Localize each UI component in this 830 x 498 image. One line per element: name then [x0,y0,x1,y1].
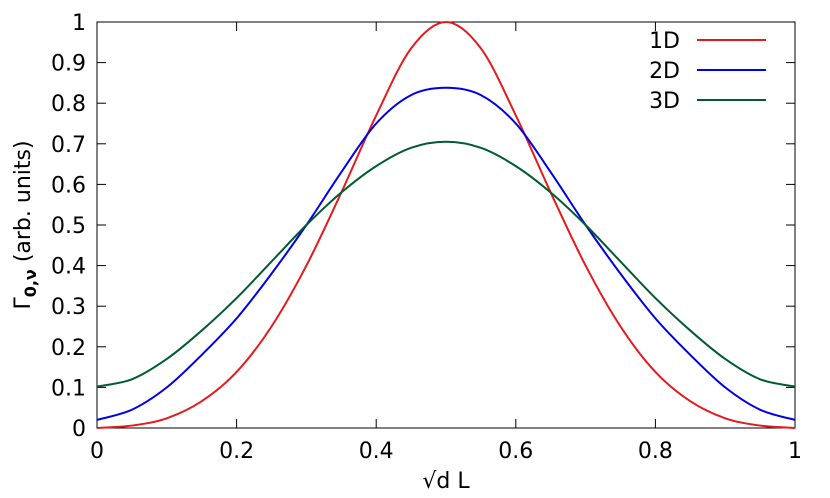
series-lines [96,21,796,429]
y-tick-label: 0.3 [51,295,86,320]
legend-label-2d: 2D [649,59,680,84]
y-tick-label: 0.9 [51,52,86,77]
y-tick-label: 0.1 [51,376,86,401]
plot-frame [96,21,796,429]
y-tick-label: 0.5 [51,214,86,239]
y-tick-label: 0.2 [51,336,86,361]
y-tick-label: 0 [72,417,86,442]
x-tick-labels: 0 0.2 0.4 0.6 0.8 1 [90,439,802,464]
x-tick-label: 0.2 [219,439,254,464]
x-axis-label: √d L [422,469,470,494]
x-tick-label: 1 [788,439,802,464]
y-tick-label: 0.8 [51,92,86,117]
series-line-3d [96,140,796,388]
y-axis-label-subscript: 0,ν [21,269,40,297]
y-axis-label-gamma: Γ [11,297,36,310]
x-tick-label: 0.8 [638,439,673,464]
y-axis-label-suffix: (arb. units) [11,140,36,269]
series-line-2d [96,86,796,421]
y-tick-label: 0.6 [51,173,86,198]
y-axis-label: Γ0,ν (arb. units) [11,140,40,309]
legend-label-1d: 1D [649,29,680,54]
y-tick-label: 0.4 [51,255,86,280]
x-tick-label: 0 [90,439,104,464]
x-tick-label: 0.4 [359,439,394,464]
y-tick-label: 0.7 [51,133,86,158]
y-tick-label: 1 [72,11,86,36]
tick-marks [96,21,796,429]
y-tick-labels: 0 0.1 0.2 0.3 0.4 0.5 0.6 0.7 0.8 0.9 1 [51,11,86,442]
x-tick-label: 0.6 [498,439,533,464]
legend-label-3d: 3D [649,89,680,114]
series-line-1d [96,21,796,429]
legend: 1D 2D 3D [649,29,766,114]
